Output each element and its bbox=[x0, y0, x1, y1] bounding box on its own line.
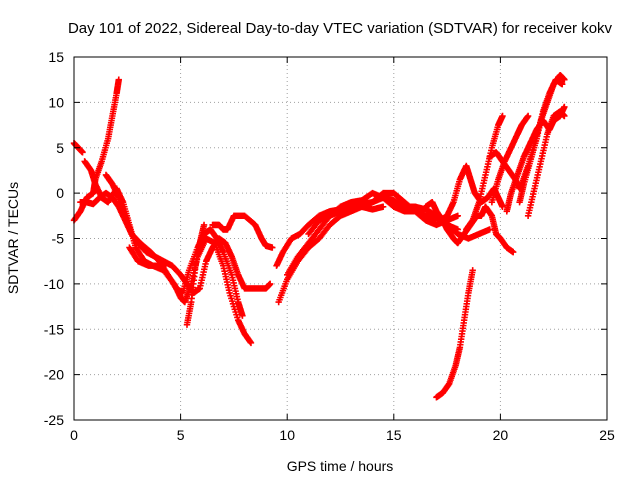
data-point bbox=[220, 226, 227, 233]
y-tick-label: -25 bbox=[44, 412, 64, 428]
y-tick-label: -20 bbox=[44, 367, 64, 383]
data-point bbox=[559, 81, 566, 88]
y-axis-label: SDTVAR / TECUs bbox=[5, 182, 21, 294]
data-point bbox=[454, 212, 461, 220]
y-tick-label: 15 bbox=[48, 49, 64, 65]
y-tick-label: -10 bbox=[44, 276, 64, 292]
x-axis-label: GPS time / hours bbox=[287, 458, 394, 474]
data-point bbox=[269, 244, 276, 251]
x-tick-label: 5 bbox=[177, 427, 185, 443]
axis-ticks: 0 5 10 15 20 25 15 10 5 0 -5 -10 -15 -20 -25 bbox=[44, 49, 615, 443]
x-tick-label: 0 bbox=[70, 427, 78, 443]
data-point bbox=[239, 312, 246, 319]
series-arc19 bbox=[488, 112, 532, 206]
data-point bbox=[561, 76, 568, 83]
data-point bbox=[561, 103, 568, 111]
data-point bbox=[509, 248, 517, 256]
data-point bbox=[379, 203, 387, 210]
data-point bbox=[499, 203, 506, 210]
series-arc22 bbox=[516, 76, 566, 206]
x-tick-label: 20 bbox=[493, 427, 509, 443]
data-point bbox=[524, 112, 532, 120]
x-tick-label: 15 bbox=[386, 427, 402, 443]
x-tick-label: 10 bbox=[279, 427, 295, 443]
y-tick-label: 0 bbox=[56, 185, 64, 201]
y-tick-label: -5 bbox=[52, 231, 65, 247]
y-tick-label: 10 bbox=[48, 94, 64, 110]
chart-title: Day 101 of 2022, Sidereal Day-to-day VTE… bbox=[68, 20, 613, 37]
data-point bbox=[200, 221, 208, 229]
data-point bbox=[79, 149, 86, 156]
data-point bbox=[469, 267, 476, 274]
y-tick-label: -15 bbox=[44, 321, 64, 337]
y-tick-label: 5 bbox=[56, 140, 64, 156]
x-tick-label: 25 bbox=[599, 427, 615, 443]
series-arc14 bbox=[422, 199, 517, 256]
series-arc15 bbox=[433, 267, 476, 401]
data-point bbox=[247, 339, 255, 347]
data-point bbox=[162, 262, 169, 269]
series-arc13 bbox=[305, 203, 387, 238]
data-point bbox=[266, 280, 274, 288]
data-point bbox=[499, 112, 506, 120]
series-arc7 bbox=[126, 244, 169, 269]
series-arc2 bbox=[70, 140, 86, 156]
data-point bbox=[115, 76, 122, 83]
data-point bbox=[561, 112, 568, 120]
plot-frame bbox=[73, 56, 608, 421]
series-arc20 bbox=[503, 103, 568, 215]
data-point bbox=[486, 226, 493, 233]
grid bbox=[74, 57, 607, 420]
series-arc6 bbox=[183, 221, 208, 328]
series-arc5 bbox=[77, 189, 274, 297]
series-arc21 bbox=[524, 108, 568, 220]
data-points bbox=[70, 71, 568, 401]
series-arc9 bbox=[209, 221, 227, 233]
